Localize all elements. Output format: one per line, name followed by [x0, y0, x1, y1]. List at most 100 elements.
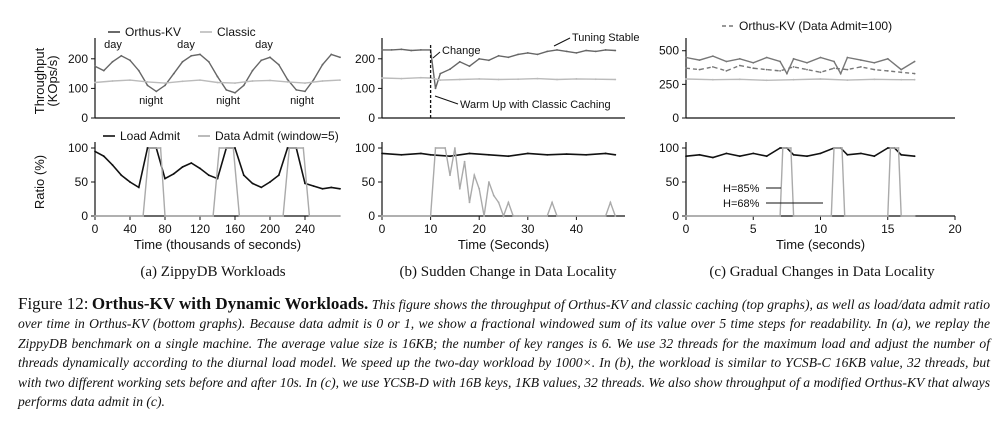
- annotation-night: night: [139, 95, 163, 107]
- data-point-top-a-0: [146, 84, 149, 87]
- data-point-top-c-1: [792, 66, 795, 68]
- data-point-top-b-1: [381, 77, 383, 79]
- data-point-bottom-a-0: [181, 166, 184, 168]
- data-point-top-a-0: [260, 59, 263, 62]
- data-point-top-a-0: [129, 59, 131, 62]
- data-point-bottom-a-0: [146, 147, 149, 149]
- data-point-bottom-c-0: [779, 147, 781, 149]
- data-point-top-c-2: [900, 78, 903, 81]
- data-point-top-c-0: [765, 56, 768, 59]
- data-point-bottom-a-0: [251, 182, 254, 185]
- y-tick-label-bottom-a: 0: [81, 209, 88, 223]
- y-tick-label-top-b: 200: [355, 52, 375, 66]
- series-line-top-c-1: [685, 64, 915, 75]
- data-point-top-a-1: [304, 82, 306, 84]
- data-point-bottom-b-1: [507, 201, 510, 204]
- data-point-top-c-0: [725, 60, 728, 63]
- data-point-top-c-1: [765, 68, 768, 71]
- y-tick-label-top-a: 100: [68, 81, 88, 95]
- change-arrow: [432, 51, 441, 59]
- data-point-top-c-0: [698, 59, 701, 61]
- data-point-top-b-0: [434, 87, 437, 90]
- data-point-bottom-b-0: [400, 153, 403, 156]
- data-point-top-a-0: [242, 84, 245, 87]
- data-point-top-c-0: [738, 57, 741, 60]
- data-point-bottom-b-0: [585, 153, 587, 156]
- data-point-bottom-b-1: [478, 187, 481, 190]
- data-point-top-b-0: [488, 59, 490, 62]
- data-point-top-b-1: [497, 78, 500, 81]
- data-point-top-a-0: [286, 78, 289, 81]
- data-point-bottom-b-1: [463, 160, 466, 163]
- data-point-bottom-c-0: [886, 147, 889, 149]
- x-tick-label-bottom-b: 10: [424, 222, 438, 236]
- data-point-top-c-2: [685, 78, 687, 80]
- caption-body: This figure shows the throughput of Orth…: [18, 297, 991, 410]
- data-point-top-b-0: [614, 49, 617, 52]
- data-point-top-b-0: [507, 56, 510, 59]
- series-line-top-b-1: [381, 76, 616, 81]
- x-tick-label-bottom-a: 160: [225, 222, 245, 236]
- data-point-bottom-a-1: [94, 215, 96, 217]
- data-point-top-c-0: [913, 60, 916, 63]
- data-point-bottom-b-1: [488, 181, 490, 183]
- data-point-top-c-1: [752, 67, 755, 70]
- data-point-top-b-0: [497, 54, 500, 57]
- x-axis-label-bottom-b: Time (Seconds): [458, 237, 549, 252]
- data-point-bottom-a-0: [199, 167, 201, 170]
- data-point-bottom-b-1: [604, 215, 607, 217]
- y-tick-label-bottom-c: 50: [666, 175, 680, 189]
- data-point-bottom-b-0: [449, 155, 451, 158]
- data-point-top-c-0: [839, 72, 842, 75]
- data-point-bottom-c-1: [833, 147, 835, 149]
- data-point-top-c-0: [846, 56, 849, 59]
- data-point-bottom-c-1: [889, 147, 892, 149]
- data-point-top-b-0: [585, 49, 587, 52]
- data-point-bottom-a-1: [282, 215, 284, 217]
- y-tick-label-top-c: 0: [672, 111, 679, 125]
- data-point-bottom-c-0: [738, 155, 741, 158]
- data-point-bottom-a-0: [242, 174, 245, 177]
- data-point-top-c-2: [765, 79, 768, 82]
- y-tick-label-top-c: 500: [659, 44, 679, 58]
- data-point-bottom-c-0: [685, 155, 687, 158]
- data-point-top-a-0: [269, 56, 271, 59]
- data-point-top-c-0: [819, 56, 822, 59]
- y-tick-label-bottom-b: 50: [362, 175, 376, 189]
- data-point-bottom-b-1: [614, 215, 617, 217]
- x-tick-label-bottom-b: 20: [473, 222, 487, 236]
- data-point-bottom-b-0: [429, 153, 432, 156]
- data-point-top-c-0: [792, 57, 795, 60]
- y-tick-label-top-c: 250: [659, 77, 679, 91]
- data-point-top-c-0: [685, 56, 687, 59]
- data-point-top-c-0: [886, 57, 889, 60]
- annotation-day: day: [177, 39, 195, 51]
- data-point-top-a-0: [277, 63, 280, 66]
- data-point-bottom-b-0: [546, 153, 549, 156]
- data-point-bottom-a-0: [277, 174, 280, 177]
- subcaption-row: (a) ZippyDB Workloads (b) Sudden Change …: [0, 264, 1002, 284]
- data-point-top-a-1: [216, 81, 219, 84]
- data-point-top-c-1: [819, 71, 822, 74]
- y-tick-label-bottom-c: 100: [659, 141, 679, 155]
- data-point-top-c-2: [873, 78, 876, 81]
- data-point-top-b-1: [400, 77, 403, 80]
- data-point-top-b-1: [458, 78, 461, 81]
- data-point-top-c-0: [806, 61, 808, 64]
- legend-label-top-a: Orthus-KV: [125, 25, 181, 39]
- caption-label: Figure 12:: [18, 294, 89, 313]
- data-point-top-b-0: [575, 52, 578, 54]
- data-point-bottom-b-0: [565, 153, 568, 156]
- data-point-bottom-a-1: [148, 147, 151, 149]
- series-line-bottom-b-1: [382, 147, 616, 219]
- annotation-day: day: [104, 39, 122, 51]
- data-point-bottom-c-1: [830, 215, 833, 217]
- data-point-bottom-c-1: [886, 215, 889, 217]
- data-point-bottom-c-1: [790, 147, 792, 149]
- y-tick-label-top-b: 100: [355, 81, 375, 95]
- data-point-bottom-a-1: [142, 215, 145, 217]
- data-point-bottom-c-0: [900, 153, 903, 156]
- data-point-top-c-2: [792, 78, 795, 81]
- data-point-bottom-a-0: [234, 147, 236, 149]
